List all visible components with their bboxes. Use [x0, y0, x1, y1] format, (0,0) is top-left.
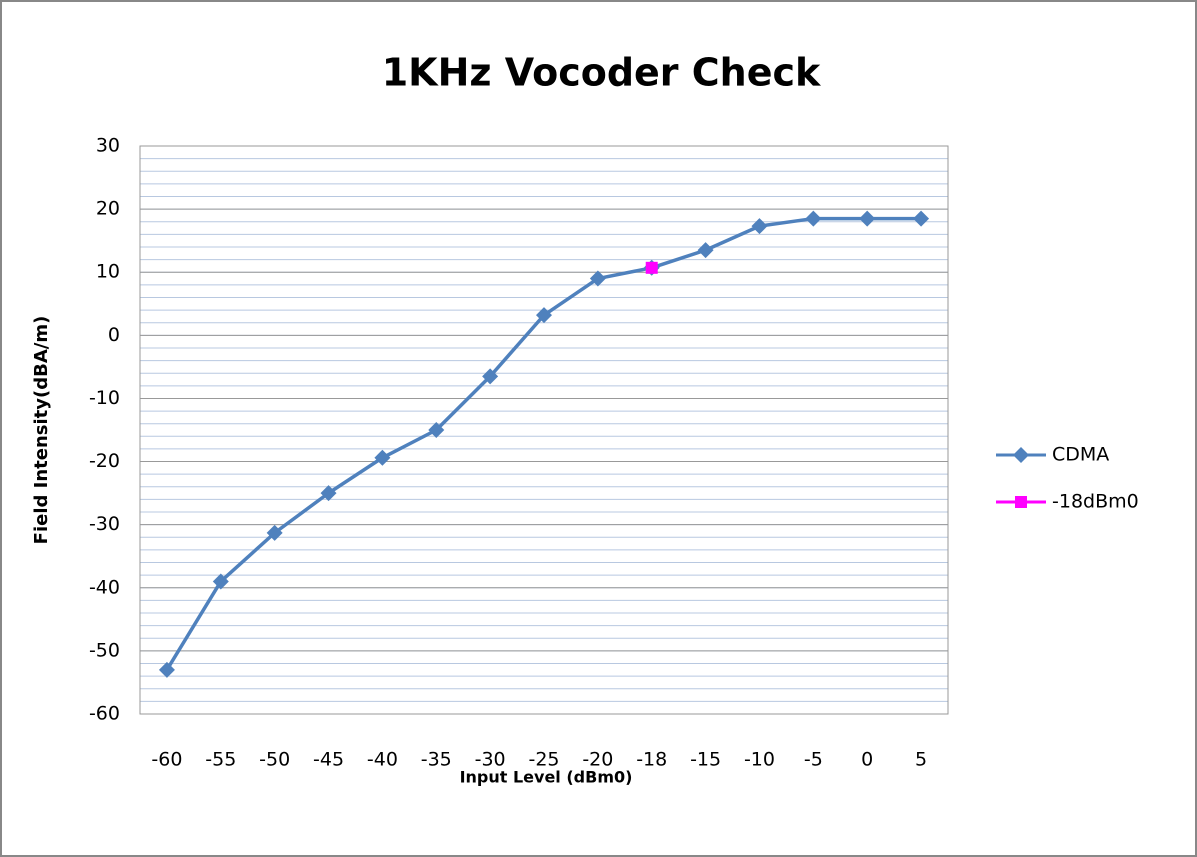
y-axis-label: Field Intensity(dBA/m)	[31, 316, 52, 545]
y-tick-label: -30	[89, 513, 120, 535]
y-tick-label: -10	[89, 387, 120, 409]
x-tick-label: -40	[367, 749, 398, 771]
x-axis-label: Input Level (dBm0)	[460, 768, 633, 787]
x-tick-label: -25	[528, 749, 559, 771]
legend-label: -18dBm0	[1052, 491, 1139, 513]
marker	[212, 573, 229, 590]
y-tick-label: 30	[96, 135, 120, 157]
x-tick-label: -60	[151, 749, 182, 771]
marker	[589, 270, 606, 287]
y-tick-label: -40	[89, 576, 120, 598]
marker	[697, 242, 714, 259]
y-tick-label: 0	[108, 324, 120, 346]
legend-marker	[1015, 496, 1027, 508]
marker	[320, 485, 337, 502]
y-tick-label: -50	[89, 639, 120, 661]
marker	[158, 661, 175, 678]
x-tick-label: 5	[915, 749, 927, 771]
x-tick-label: 0	[861, 749, 873, 771]
x-tick-label: -30	[475, 749, 506, 771]
x-tick-label: -15	[690, 749, 721, 771]
x-tick-label: -5	[804, 749, 823, 771]
marker	[645, 261, 658, 274]
marker	[428, 422, 445, 438]
x-tick-label: -50	[259, 749, 290, 771]
chart-title: 1KHz Vocoder Check	[382, 51, 821, 95]
legend-marker	[1013, 447, 1029, 463]
marker	[482, 368, 499, 385]
marker	[374, 449, 391, 466]
x-tick-label: -20	[582, 749, 613, 771]
marker	[536, 307, 552, 324]
plot-area	[139, 145, 949, 715]
y-tick-label: 10	[96, 261, 120, 283]
marker	[266, 524, 283, 541]
y-tick-label: 20	[96, 198, 120, 220]
x-tick-label: -35	[421, 749, 452, 771]
marker	[859, 210, 876, 227]
y-tick-label: -60	[89, 703, 120, 725]
y-tick-label: -20	[89, 450, 120, 472]
marker	[913, 210, 930, 227]
marker	[805, 210, 822, 227]
marker	[751, 218, 768, 235]
x-tick-label: -18	[636, 749, 667, 771]
x-tick-label: -55	[205, 749, 236, 771]
legend-label: CDMA	[1052, 444, 1109, 466]
x-tick-label: -45	[313, 749, 344, 771]
x-tick-label: -10	[744, 749, 775, 771]
